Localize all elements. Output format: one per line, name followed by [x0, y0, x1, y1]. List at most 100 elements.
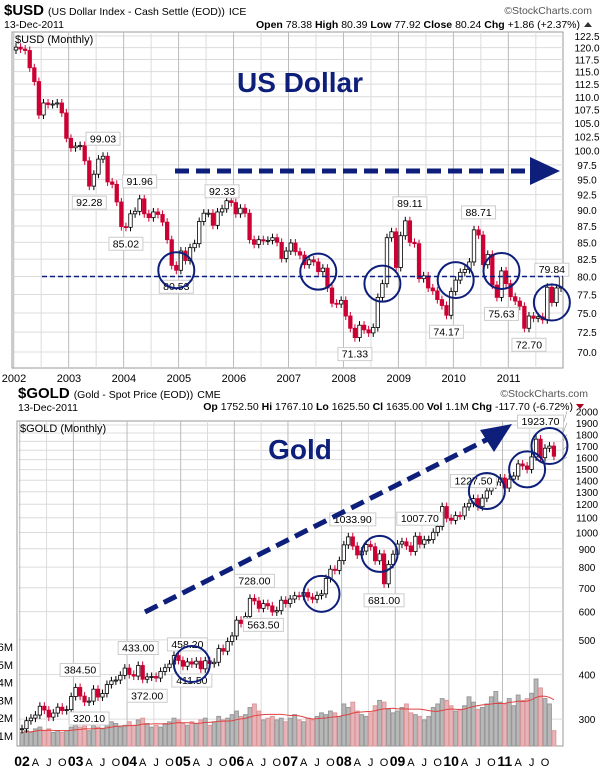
highlight-circle [172, 645, 211, 684]
candle [136, 665, 141, 677]
x-tick-label: O [165, 757, 174, 769]
x-tick-label: 04 [121, 753, 137, 769]
annotation-label: 85.02 [113, 238, 139, 250]
y-tick-label: 120.0 [574, 44, 599, 55]
candle [113, 679, 118, 682]
candle [167, 663, 172, 669]
candle [206, 212, 211, 215]
candle [19, 728, 25, 731]
volume-bar [341, 703, 347, 747]
candle [33, 714, 38, 719]
candle [542, 447, 548, 459]
candle [373, 546, 378, 562]
tick-leader [562, 422, 568, 434]
x-tick-label: 2003 [57, 373, 81, 385]
candle [109, 680, 114, 685]
candle [60, 706, 65, 711]
y-tick-label: 107.5 [574, 106, 599, 117]
candle [297, 251, 303, 256]
annotation-label: 384.50 [64, 664, 96, 676]
candle [110, 181, 115, 185]
annotation-label: 71.33 [342, 349, 368, 361]
candle [339, 299, 344, 305]
tick-leader [562, 457, 568, 460]
trend-arrow-line [143, 435, 492, 615]
volume-bar [292, 714, 298, 747]
volume-tick-label: 3M [0, 695, 13, 707]
candle [187, 247, 193, 261]
candle [132, 210, 138, 215]
y-tick-label: 700 [579, 584, 596, 595]
volume-bar [229, 714, 235, 747]
y-tick-label: 75.0 [577, 309, 597, 320]
candle [404, 541, 409, 547]
volume-bar [243, 714, 248, 747]
candle [547, 445, 552, 449]
candle [185, 661, 190, 667]
panel-label: $GOLD (Monthly) [20, 423, 106, 435]
volume-bar [24, 730, 29, 747]
candle [238, 207, 243, 215]
volume-bar [162, 723, 168, 747]
volume-bar [453, 710, 459, 747]
candle [337, 560, 342, 571]
x-tick-label: A [85, 757, 93, 769]
volume-bar [95, 726, 101, 747]
x-tick-label: A [354, 757, 362, 769]
candle [145, 676, 150, 680]
candle [216, 648, 221, 663]
gold-panel: 300 400 500 600 700 800 900 1000 1100 12001300140… [0, 407, 599, 769]
candle [311, 259, 316, 263]
candle [104, 684, 110, 694]
highlight-circle [436, 261, 475, 300]
candle [64, 709, 69, 712]
candle [426, 275, 431, 289]
candle [123, 226, 129, 229]
x-tick-label: J [46, 757, 52, 769]
annotation-label: 728.00 [238, 575, 270, 587]
volume-bar [529, 692, 535, 747]
volume-bar [301, 721, 307, 747]
usd-exchange: ICE [229, 6, 247, 18]
y-tick-label: 110.0 [575, 93, 600, 104]
y-tick-label: 105.0 [574, 119, 599, 130]
x-tick-label: A [300, 757, 308, 769]
up-triangle-icon [584, 22, 592, 27]
volume-bar [269, 715, 275, 747]
annotation-box [329, 512, 377, 527]
candle [224, 200, 229, 210]
candle [453, 279, 458, 292]
y-tick-label: 82.5 [577, 255, 597, 266]
annotation-box [392, 196, 428, 211]
y-tick-label: 1300 [576, 488, 599, 499]
x-tick-label: O [433, 757, 442, 769]
y-tick-label: 87.5 [577, 222, 597, 233]
tick-leader [562, 445, 568, 451]
volume-bar [319, 712, 324, 747]
candle [288, 598, 293, 605]
x-tick-label: O [541, 757, 550, 769]
candle [24, 720, 29, 730]
y-tick-label: 97.5 [577, 161, 597, 172]
candle [412, 241, 417, 245]
candle [462, 506, 467, 517]
candle [386, 563, 391, 585]
candle [41, 102, 46, 116]
volume-bar [515, 694, 521, 747]
candle [242, 207, 248, 214]
volume-bar [412, 714, 418, 747]
volume-bar [359, 714, 365, 747]
volume-tick-label: 1M [0, 731, 13, 743]
volume-bar [430, 707, 436, 747]
candle [114, 183, 119, 203]
candle [219, 208, 225, 213]
arrow-head-icon [480, 424, 512, 452]
candle [100, 693, 105, 698]
candle [297, 595, 302, 598]
candle [261, 603, 266, 609]
volume-bar [73, 724, 79, 747]
candle [481, 234, 486, 266]
annotation-box [449, 474, 497, 489]
candle [435, 290, 440, 301]
usd-header: $USD (US Dollar Index - Cash Settle (EOD)… [4, 2, 592, 31]
